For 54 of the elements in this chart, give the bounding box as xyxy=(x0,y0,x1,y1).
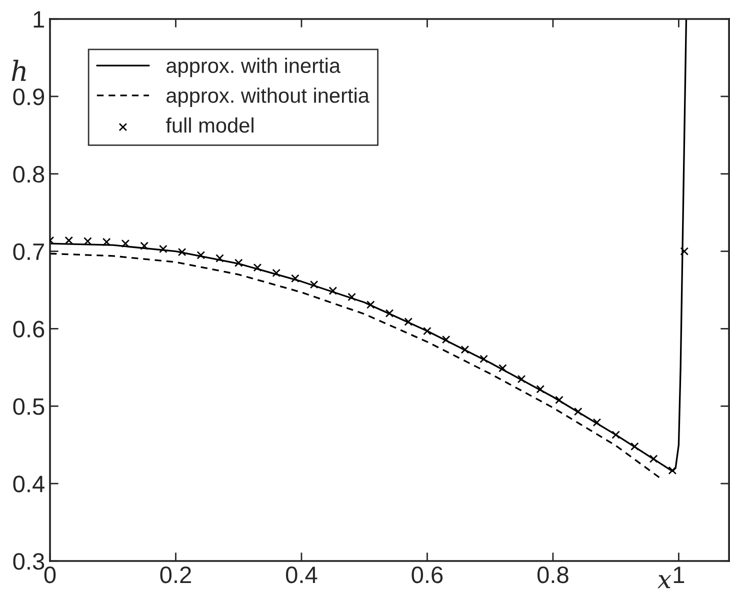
point xyxy=(649,454,658,463)
point xyxy=(121,239,130,248)
point xyxy=(310,280,318,289)
point xyxy=(253,263,262,272)
point xyxy=(216,254,224,262)
x-tick-label: 1 xyxy=(674,566,684,583)
legend-label: full model xyxy=(166,117,254,133)
x-tick-label: 0.6 xyxy=(412,566,443,584)
point xyxy=(234,258,243,268)
y-tick-label: 0.4 xyxy=(13,476,44,492)
point xyxy=(291,274,300,283)
point xyxy=(159,244,168,254)
y-tick-label: 0.6 xyxy=(13,320,44,338)
y-tick-label: 0.3 xyxy=(13,553,44,570)
line-series xyxy=(50,19,688,472)
point xyxy=(178,248,186,256)
x-tick-label: 0.8 xyxy=(537,566,568,584)
legend-label: approx. with inertia xyxy=(166,58,341,78)
point xyxy=(328,286,338,295)
point xyxy=(385,309,394,318)
point xyxy=(196,250,206,260)
line-series xyxy=(50,252,660,478)
point xyxy=(680,247,689,256)
point xyxy=(517,374,526,384)
point xyxy=(630,442,639,451)
point xyxy=(84,237,92,246)
point xyxy=(348,292,356,302)
y-tick-label: 1 xyxy=(34,11,44,28)
point xyxy=(140,242,148,250)
x-tick-label: 0 xyxy=(44,566,56,584)
point xyxy=(480,354,488,364)
point xyxy=(404,318,413,326)
point xyxy=(366,300,375,309)
point xyxy=(555,396,564,404)
y-axis-title: h xyxy=(12,60,26,81)
point xyxy=(536,384,545,394)
x-tick-label: 0.2 xyxy=(160,566,191,584)
y-tick-label: 0.7 xyxy=(13,243,44,260)
point xyxy=(460,345,470,354)
point xyxy=(592,418,602,427)
y-tick-label: 0.9 xyxy=(13,88,44,106)
point xyxy=(272,268,280,278)
x-tick-label: 0.4 xyxy=(286,566,318,584)
y-tick-label: 0.5 xyxy=(13,398,44,415)
point xyxy=(612,430,620,439)
point xyxy=(102,238,111,246)
point xyxy=(423,326,432,336)
point xyxy=(668,466,677,475)
y-tick-label: 0.8 xyxy=(13,166,44,183)
point xyxy=(498,364,507,372)
point xyxy=(574,407,582,416)
point xyxy=(442,335,450,344)
x-axis-title: x xyxy=(658,575,672,588)
legend-label: approx. without inertia xyxy=(166,88,370,108)
